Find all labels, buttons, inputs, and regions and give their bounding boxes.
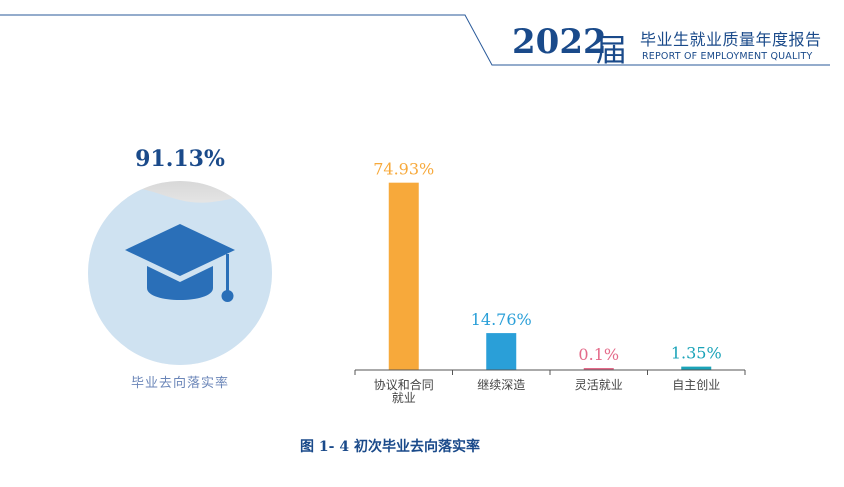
report-year: 2022 <box>512 22 607 62</box>
category-tick-label: 协议和合同 <box>374 377 434 392</box>
category-tick-label: 自主创业 <box>672 378 720 392</box>
bar-value-label: 74.93% <box>373 160 434 179</box>
bar-value-label: 14.76% <box>471 310 532 329</box>
header-decoration-line <box>0 14 830 66</box>
report-title-cn: 毕业生就业质量年度报告 <box>640 30 822 49</box>
report-year-suffix: 届 <box>596 33 627 69</box>
bar <box>486 333 517 370</box>
bar <box>583 368 614 370</box>
graduation-cap-icon <box>125 224 235 302</box>
rate-value: 91.13% <box>135 146 225 172</box>
figure-caption: 图 1- 4 初次毕业去向落实率 <box>300 439 480 455</box>
category-tick-label: 就业 <box>392 391 416 405</box>
rate-fill <box>88 187 272 365</box>
report-title-en: REPORT OF EMPLOYMENT QUALITY <box>642 51 813 62</box>
rate-label: 毕业去向落实率 <box>130 376 229 391</box>
bar <box>388 182 419 370</box>
bar <box>681 366 712 370</box>
bar-value-label: 0.1% <box>578 345 619 364</box>
bar-value-label: 1.35% <box>671 344 722 363</box>
rate-circle <box>88 181 272 365</box>
category-tick-label: 继续深造 <box>477 378 525 392</box>
category-tick-label: 灵活就业 <box>575 378 623 392</box>
